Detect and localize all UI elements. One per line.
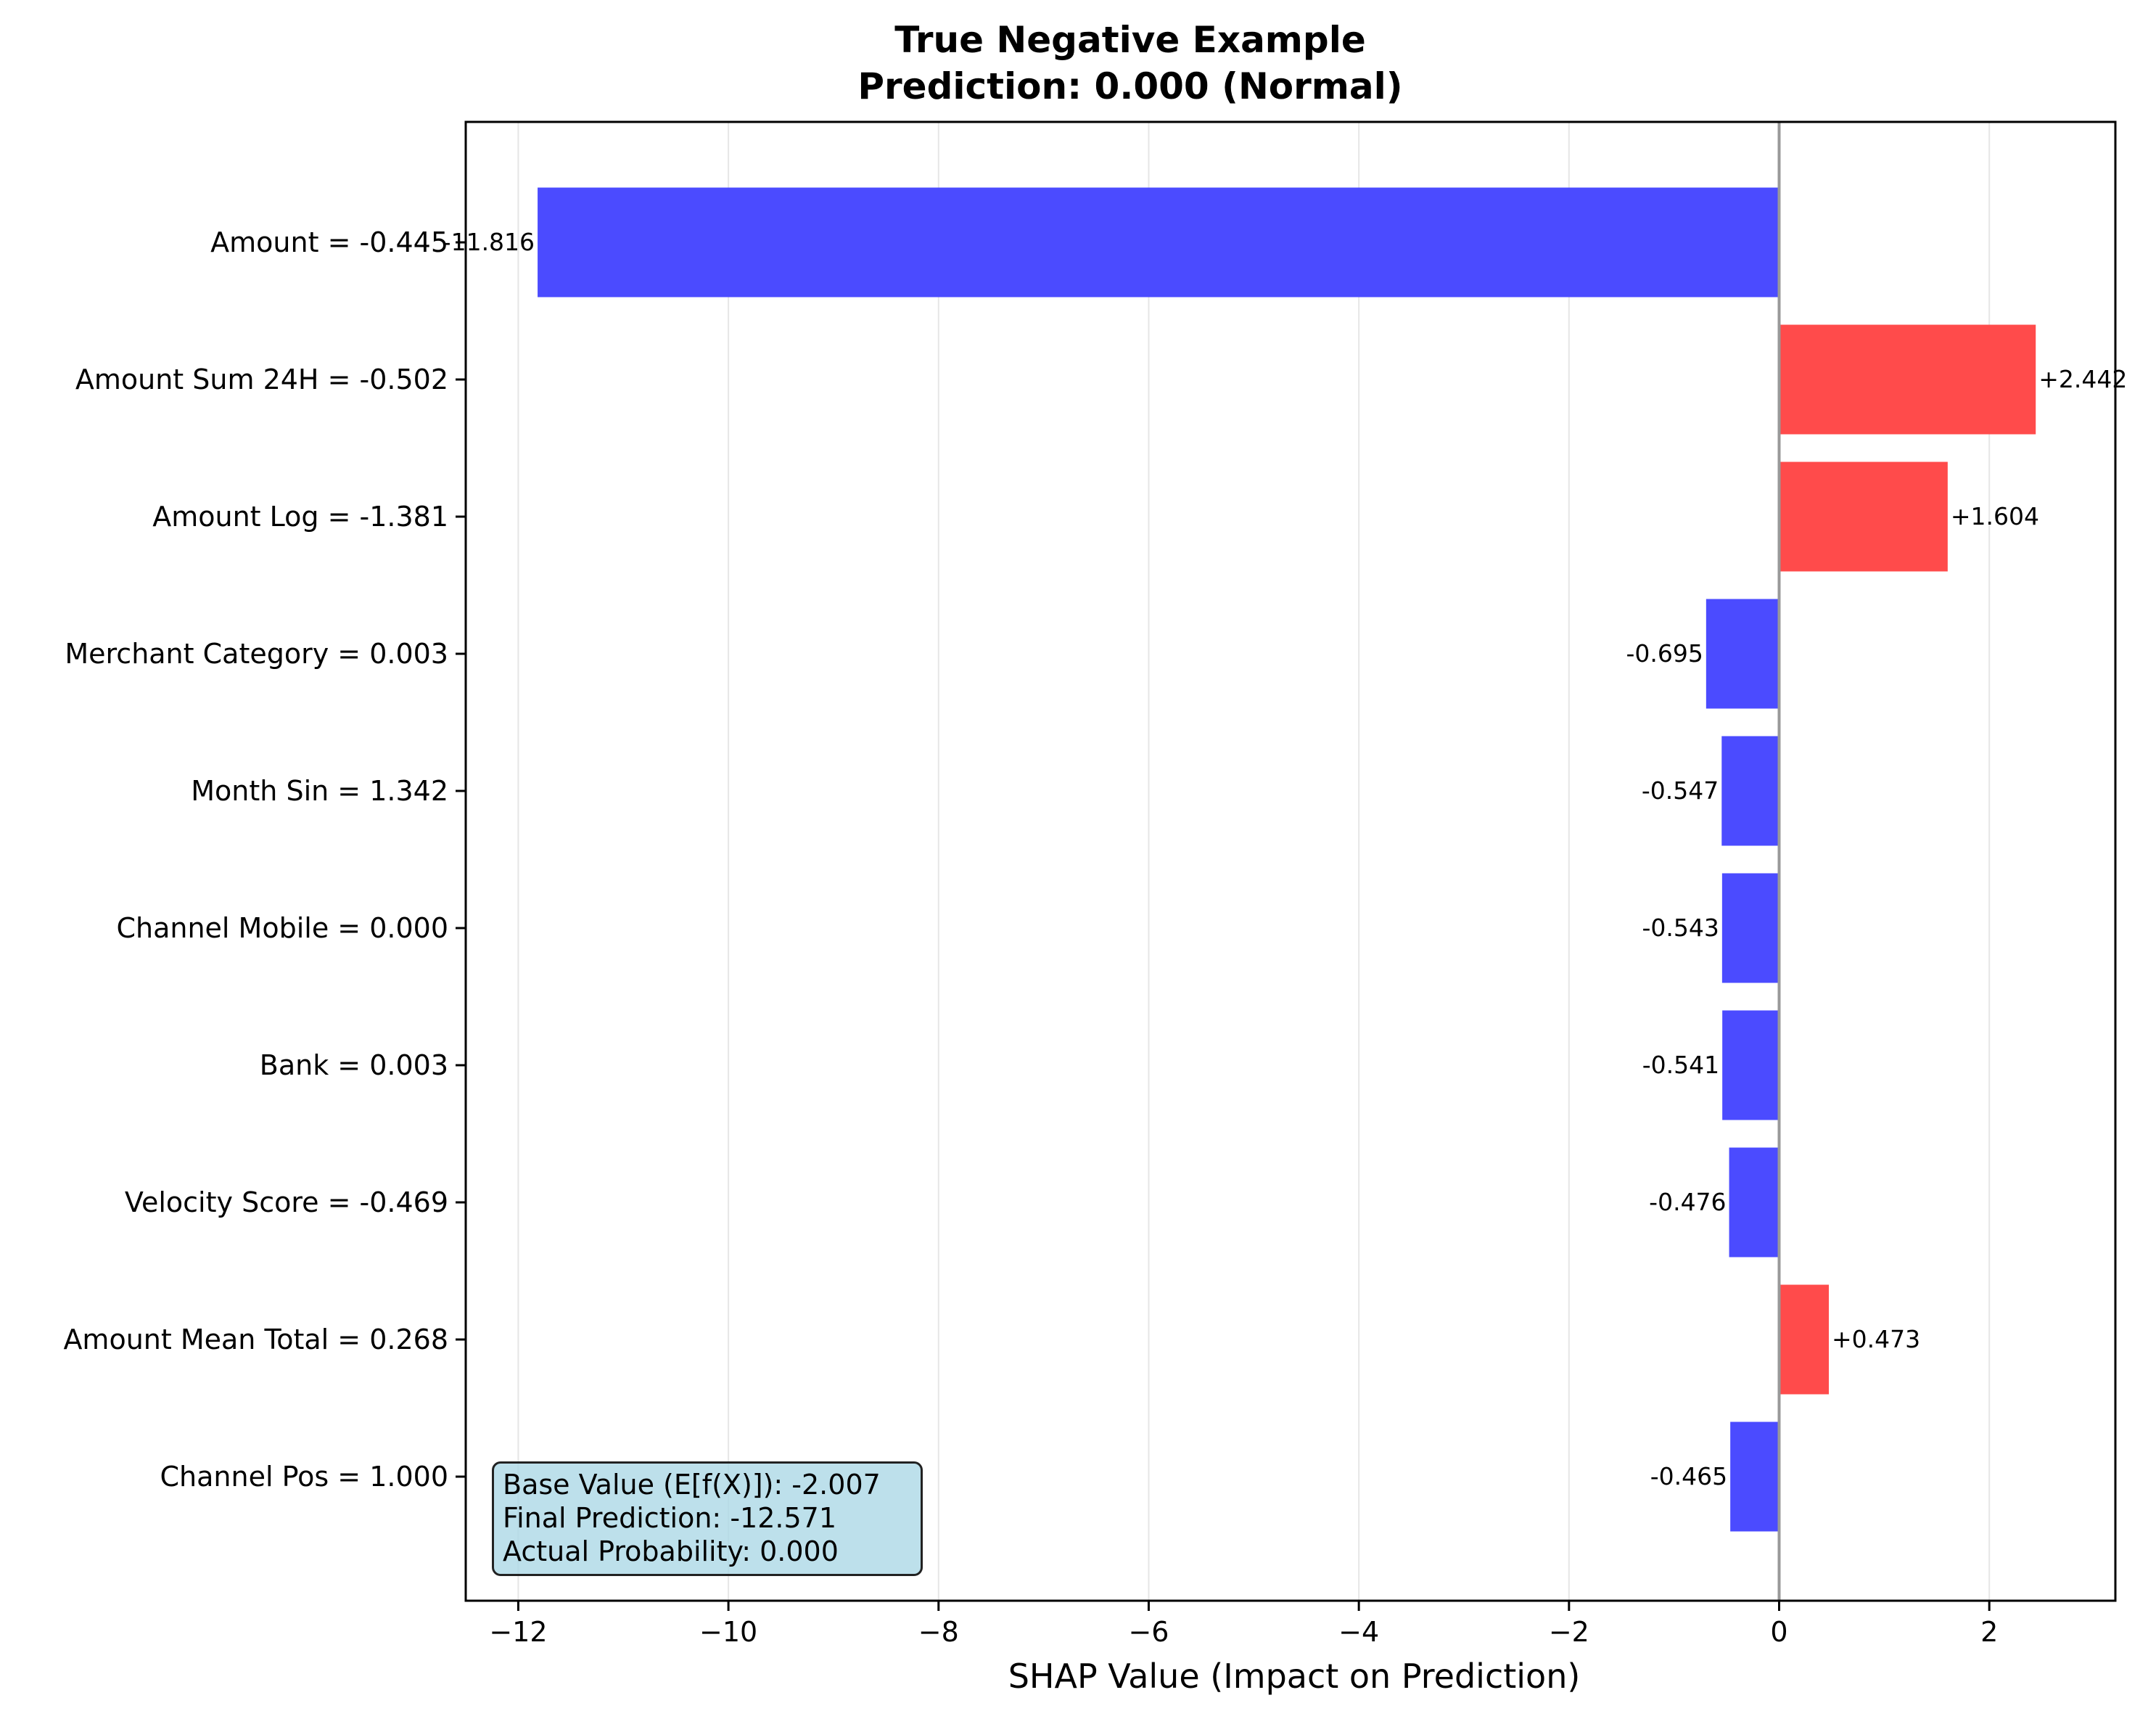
value-label: -0.695 bbox=[1626, 639, 1703, 668]
value-label: +1.604 bbox=[1951, 502, 2039, 530]
y-tick-label: Channel Pos = 1.000 bbox=[160, 1461, 448, 1493]
y-tick-label: Velocity Score = -0.469 bbox=[125, 1186, 448, 1218]
info-actual-probability: Actual Probability: 0.000 bbox=[503, 1535, 839, 1567]
y-tick-label: Month Sin = 1.342 bbox=[191, 775, 448, 807]
info-final-prediction: Final Prediction: -12.571 bbox=[503, 1502, 836, 1534]
x-tick-label: 2 bbox=[1980, 1616, 1998, 1648]
chart-title-line1: True Negative Example bbox=[894, 19, 1366, 61]
y-tick-label: Amount Mean Total = 0.268 bbox=[63, 1324, 448, 1355]
value-label: -0.476 bbox=[1649, 1188, 1726, 1216]
y-tick-label: Amount Log = -1.381 bbox=[152, 501, 448, 533]
y-tick-label: Amount Sum 24H = -0.502 bbox=[75, 364, 448, 395]
value-label: -0.547 bbox=[1642, 776, 1719, 805]
value-label: -0.465 bbox=[1650, 1462, 1727, 1490]
plot-frame bbox=[464, 120, 2117, 1602]
bar-9 bbox=[1730, 1421, 1779, 1532]
x-tick-label: 0 bbox=[1770, 1616, 1787, 1648]
x-tick-label: −4 bbox=[1338, 1616, 1379, 1648]
x-tick-label: −2 bbox=[1549, 1616, 1589, 1648]
bar-0 bbox=[538, 187, 1779, 298]
y-tick-label: Merchant Category = 0.003 bbox=[65, 638, 448, 670]
bar-2 bbox=[1779, 461, 1948, 572]
data-labels: -11.816 +2.442 +1.604 -0.695 -0.547 -0.543 -0.… bbox=[443, 228, 2128, 1490]
value-label: -11.816 bbox=[443, 228, 535, 256]
chart-title-line2: Prediction: 0.000 (Normal) bbox=[857, 65, 1402, 107]
value-label: +2.442 bbox=[2038, 365, 2127, 393]
info-base-value: Base Value (E[f(X)]): -2.007 bbox=[503, 1469, 881, 1501]
x-tick-label: −10 bbox=[699, 1616, 757, 1648]
value-label: +0.473 bbox=[1832, 1325, 1920, 1353]
bar-1 bbox=[1779, 324, 2036, 435]
bar-6 bbox=[1722, 1010, 1779, 1120]
x-tick-label: −6 bbox=[1128, 1616, 1169, 1648]
bar-4 bbox=[1721, 736, 1779, 846]
axes: −12 −10 −8 −6 −4 −2 0 2 Amount = -0.445 Amount Su… bbox=[63, 120, 2117, 1648]
y-tick-label: Amount = -0.445 bbox=[210, 226, 448, 258]
x-tick-label: −12 bbox=[489, 1616, 547, 1648]
bar-3 bbox=[1706, 599, 1779, 709]
y-tick-label: Bank = 0.003 bbox=[260, 1049, 448, 1081]
value-label: -0.541 bbox=[1642, 1051, 1719, 1079]
info-box: Base Value (E[f(X)]): -2.007 Final Predi… bbox=[492, 1461, 923, 1576]
bar-5 bbox=[1721, 873, 1779, 983]
x-axis-label: SHAP Value (Impact on Prediction) bbox=[1008, 1657, 1581, 1696]
value-label: -0.543 bbox=[1642, 914, 1719, 942]
x-tick-label: −8 bbox=[918, 1616, 959, 1648]
bars bbox=[538, 187, 2036, 1532]
y-tick-label: Channel Mobile = 0.000 bbox=[116, 912, 448, 944]
bar-8 bbox=[1779, 1284, 1830, 1395]
bar-7 bbox=[1729, 1147, 1779, 1258]
